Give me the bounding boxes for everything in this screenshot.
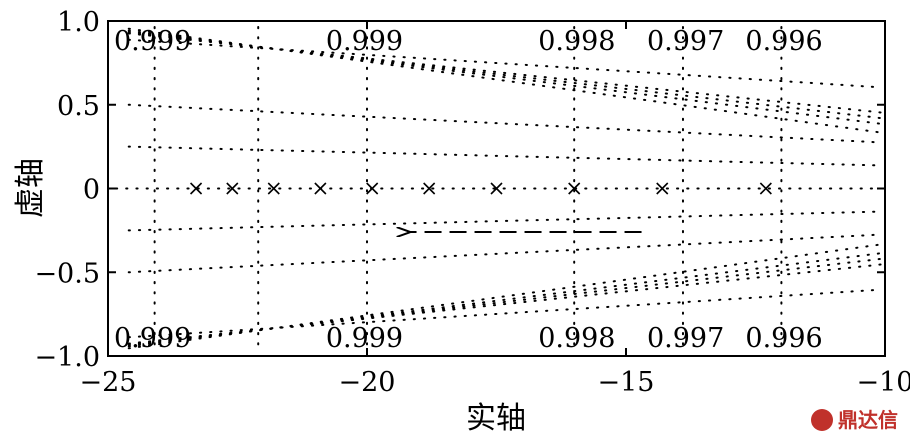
watermark-text: 鼎达信 <box>838 408 898 432</box>
damping-ray <box>127 29 882 125</box>
x-tick-label: −20 <box>339 367 396 398</box>
damping-ratio-label: 0.998 <box>538 26 615 57</box>
y-tick-label: 0.5 <box>57 91 100 122</box>
damping-ratio-label: 0.996 <box>745 323 822 354</box>
damping-ray <box>127 103 882 144</box>
damping-ray <box>127 243 882 350</box>
pole-marker <box>568 182 581 195</box>
y-tick-label: 1.0 <box>57 7 100 38</box>
damping-ratio-label: 0.999 <box>326 26 403 57</box>
damping-ratio-label: 0.996 <box>745 26 822 57</box>
watermark-logo-icon <box>811 409 833 431</box>
pole-markers <box>189 182 772 195</box>
pole-marker <box>759 182 772 195</box>
pole-marker <box>423 182 436 195</box>
pole-marker <box>366 182 379 195</box>
pole-marker <box>189 182 203 195</box>
damping-ray <box>127 252 882 348</box>
damping-ratio-label: 0.999 <box>326 323 403 354</box>
pole-marker <box>267 182 280 195</box>
y-axis-label: 虚轴 <box>13 158 48 218</box>
axis-ticks: −25 −20 −15 −10 −1.0 −0.5 0 0.5 1.0 <box>34 7 910 398</box>
pole-marker <box>656 182 669 195</box>
watermark: 鼎达信 <box>811 408 898 432</box>
damping-ray <box>127 263 882 345</box>
damping-ratio-label: 0.997 <box>647 323 724 354</box>
damping-ray <box>127 32 882 114</box>
damping-ray <box>127 145 882 167</box>
y-tick-label: −1.0 <box>34 342 100 373</box>
damping-ray <box>127 257 882 346</box>
damping-ray <box>127 38 882 89</box>
damping-grid <box>115 26 882 351</box>
damping-ray <box>127 288 882 339</box>
x-tick-label: −25 <box>80 367 137 398</box>
y-tick-label: 0 <box>83 175 100 206</box>
damping-ratio-label: 0.997 <box>647 26 724 57</box>
x-tick-label: −15 <box>598 367 655 398</box>
damping-ray <box>127 31 882 120</box>
damping-ratio-label: 0.999 <box>114 323 191 354</box>
pole-marker <box>314 182 327 195</box>
damping-ray <box>127 210 882 232</box>
x-tick-label: −10 <box>857 367 910 398</box>
y-tick-label: −0.5 <box>34 258 100 289</box>
damping-labels: 0.999 0.999 0.998 0.997 0.996 0.999 0.999 0.998… <box>114 26 823 354</box>
pole-marker <box>490 182 503 195</box>
damping-ratio-label: 0.999 <box>114 26 191 57</box>
damping-ray <box>127 233 882 274</box>
x-axis-label: 实轴 <box>466 401 526 436</box>
pole-marker <box>226 182 239 195</box>
damping-ratio-label: 0.998 <box>538 323 615 354</box>
damping-ray <box>127 27 882 134</box>
